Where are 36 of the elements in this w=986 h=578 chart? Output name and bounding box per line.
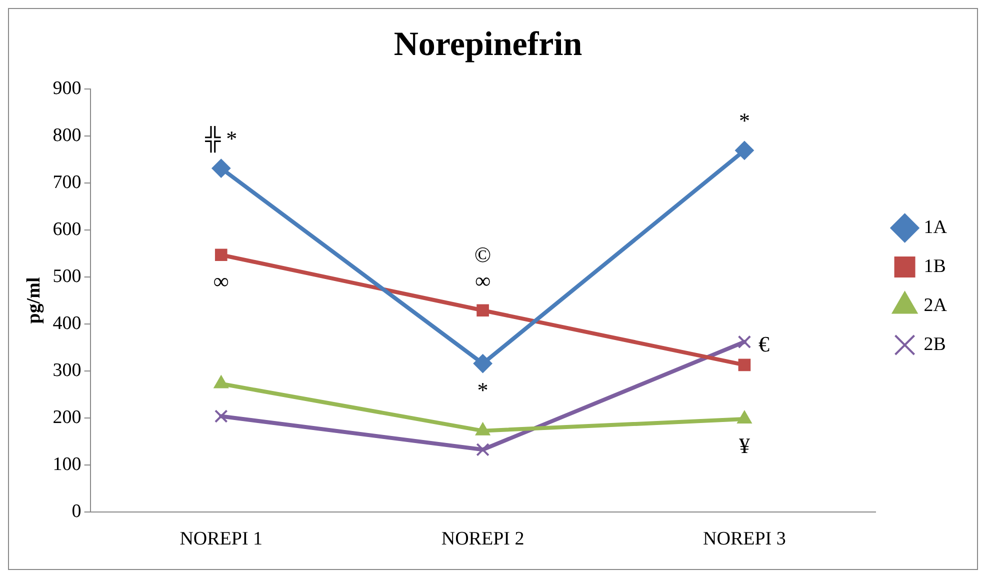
legend-label: 1B [924, 256, 946, 277]
y-tick-label: 800 [52, 124, 82, 146]
legend-label: 2B [924, 334, 946, 355]
annotation: * [738, 108, 750, 134]
y-axis-title: pg/ml [23, 277, 44, 324]
y-tick-label: 200 [52, 407, 82, 428]
x-tick-label: NOREPI 3 [703, 528, 786, 550]
y-tick-label: 900 [52, 78, 82, 99]
annotation: ╬ * [204, 125, 238, 154]
annotation: ∞ [474, 268, 491, 294]
point [738, 335, 752, 349]
y-tick-label: 500 [52, 266, 82, 287]
x-tick-label: NOREPI 1 [180, 528, 263, 550]
y-tick-label: 700 [52, 172, 82, 193]
chart-title: Norepinefrin [394, 26, 582, 64]
annotation: € [758, 332, 770, 357]
annotation: * [477, 377, 488, 402]
x-tick-label: NOREPI 2 [441, 528, 524, 550]
annotation: © [474, 242, 492, 268]
legend-label: 1A [924, 216, 948, 238]
annotation: ¥ [738, 432, 750, 458]
point [476, 304, 489, 317]
y-tick-label: 0 [72, 501, 82, 522]
point [212, 158, 231, 178]
point [214, 248, 228, 262]
y-tick-label: 600 [52, 218, 82, 240]
legend-label: 2A [924, 294, 948, 316]
point [738, 358, 751, 372]
y-tick-label: 100 [52, 454, 82, 476]
point [734, 140, 754, 160]
y-tick-label: 300 [52, 360, 82, 382]
point [473, 354, 492, 374]
point [476, 442, 490, 456]
point [214, 410, 228, 423]
annotation: ∞ [213, 268, 229, 294]
y-tick-label: 400 [52, 313, 82, 334]
